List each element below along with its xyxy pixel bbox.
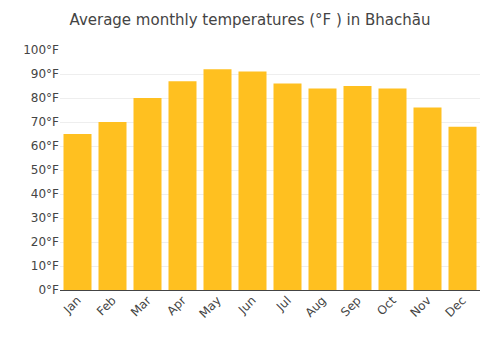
svg-text:Jan: Jan: [60, 293, 84, 317]
svg-text:70°F: 70°F: [31, 115, 59, 129]
svg-text:Aug: Aug: [302, 293, 328, 319]
svg-text:Oct: Oct: [374, 293, 399, 318]
svg-text:Feb: Feb: [94, 293, 119, 318]
svg-text:Jul: Jul: [273, 293, 294, 314]
svg-text:0°F: 0°F: [38, 283, 59, 297]
svg-text:50°F: 50°F: [31, 163, 59, 177]
svg-text:100°F: 100°F: [23, 43, 59, 57]
svg-text:80°F: 80°F: [31, 91, 59, 105]
svg-text:Nov: Nov: [407, 293, 433, 319]
svg-text:60°F: 60°F: [31, 139, 59, 153]
svg-text:10°F: 10°F: [31, 259, 59, 273]
svg-text:40°F: 40°F: [31, 187, 59, 201]
svg-text:Jun: Jun: [235, 293, 259, 317]
svg-text:Average monthly temperatures (: Average monthly temperatures (°F ) in Bh…: [70, 11, 431, 29]
svg-text:30°F: 30°F: [31, 211, 59, 225]
svg-text:Sep: Sep: [338, 293, 364, 319]
svg-text:Dec: Dec: [443, 293, 469, 319]
svg-text:May: May: [196, 293, 223, 320]
svg-text:Mar: Mar: [128, 293, 154, 319]
svg-text:20°F: 20°F: [31, 235, 59, 249]
svg-text:90°F: 90°F: [31, 67, 59, 81]
svg-text:Apr: Apr: [164, 293, 189, 318]
